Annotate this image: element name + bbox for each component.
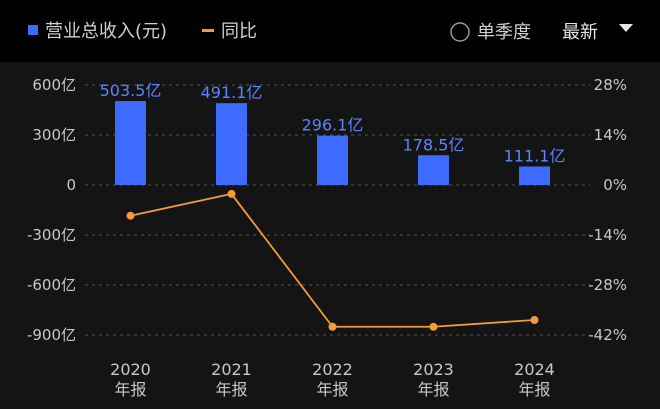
bar-series <box>115 101 550 185</box>
bar-data-label: 178.5亿 <box>403 135 465 154</box>
bar <box>216 103 247 185</box>
x-tick-label: 2023 <box>413 360 454 379</box>
line-point <box>429 322 438 331</box>
line-point <box>126 211 135 220</box>
left-tick-label: -600亿 <box>27 276 76 294</box>
left-tick-label: -300亿 <box>27 226 76 244</box>
sort-label[interactable]: 最新 <box>562 22 598 43</box>
bar <box>519 166 550 185</box>
x-tick-label: 2021 <box>211 360 252 379</box>
legend-bar-label: 营业总收入(元) <box>45 21 167 42</box>
right-tick-label: -14% <box>588 226 627 244</box>
right-axis: 28% 14% 0% -14% -28% -42% <box>588 76 627 344</box>
bar-data-label: 503.5亿 <box>100 81 162 100</box>
legend-bar-swatch <box>28 25 38 35</box>
legend: 营业总收入(元) 同比 <box>28 21 257 42</box>
x-tick-label: 2020 <box>110 360 151 379</box>
x-tick-label: 2024 <box>514 360 555 379</box>
quarterly-label[interactable]: 单季度 <box>477 22 531 43</box>
line-series <box>126 189 539 331</box>
bar-data-label: 491.1亿 <box>201 83 263 102</box>
bar <box>418 155 449 185</box>
right-tick-label: 0% <box>603 176 627 194</box>
bar <box>115 101 146 185</box>
chevron-down-icon[interactable] <box>619 24 633 32</box>
legend-line-label: 同比 <box>221 21 257 42</box>
right-tick-label: 14% <box>594 126 627 144</box>
left-axis: 600亿 300亿 0 -300亿 -600亿 -900亿 <box>27 76 76 344</box>
x-tick-label: 2022 <box>312 360 353 379</box>
left-tick-label: 600亿 <box>32 76 76 94</box>
line-point <box>530 316 539 324</box>
x-tick-label: 年报 <box>518 380 550 399</box>
bar-data-label: 296.1亿 <box>302 116 364 135</box>
line-point <box>328 322 337 331</box>
right-tick-label: 28% <box>594 76 627 94</box>
right-tick-label: -42% <box>588 326 627 344</box>
quarterly-radio-icon[interactable] <box>450 22 470 42</box>
x-tick-label: 年报 <box>417 380 449 399</box>
line-point <box>227 189 236 198</box>
bar <box>317 135 348 185</box>
x-tick-label: 年报 <box>215 380 247 399</box>
bar-data-label: 111.1亿 <box>504 146 566 165</box>
right-tick-label: -28% <box>588 276 627 294</box>
left-tick-label: 0 <box>66 176 76 194</box>
x-tick-label: 年报 <box>316 380 348 399</box>
legend-line-swatch <box>202 29 214 32</box>
x-tick-label: 年报 <box>114 380 146 399</box>
left-tick-label: 300亿 <box>32 126 76 144</box>
left-tick-label: -900亿 <box>27 326 76 344</box>
bar-data-labels: 503.5亿 491.1亿 296.1亿 178.5亿 111.1亿 <box>100 81 566 165</box>
sort-dropdown[interactable]: 最新 <box>562 22 633 43</box>
quarterly-toggle[interactable]: 单季度 <box>450 22 531 43</box>
